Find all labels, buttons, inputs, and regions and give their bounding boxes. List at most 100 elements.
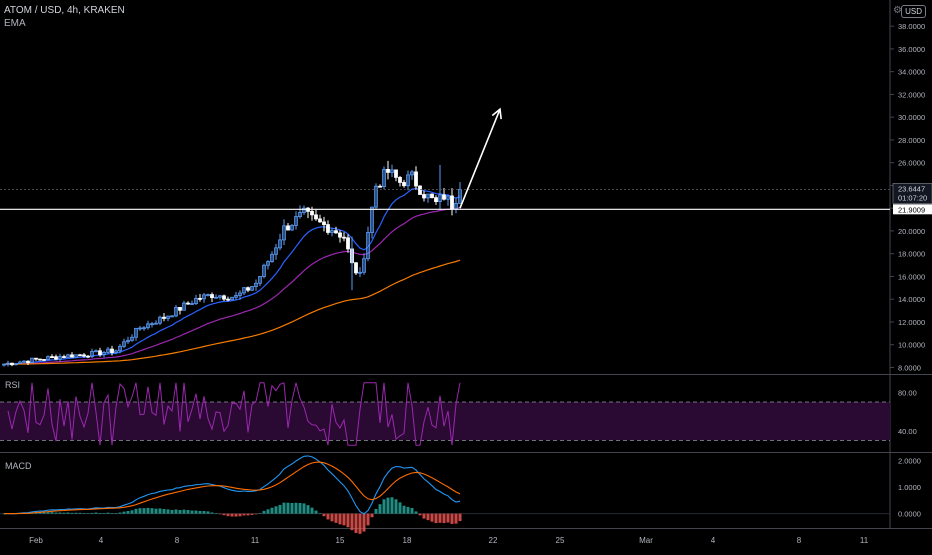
currency-badge[interactable]: USD xyxy=(901,5,926,18)
candle-body xyxy=(246,287,250,291)
macd-histogram-bar xyxy=(70,512,74,514)
rsi-tick-label: 80.00 xyxy=(898,388,917,397)
macd-tick-label: 2.0000 xyxy=(898,456,921,465)
macd-histogram-bar xyxy=(106,512,110,514)
macd-histogram-bar xyxy=(310,507,314,514)
time-tick-label: 25 xyxy=(556,536,565,545)
time-tick-label: 8 xyxy=(175,536,180,545)
macd-histogram-bar xyxy=(258,513,262,514)
macd-histogram-bar xyxy=(142,508,146,514)
macd-histogram-bar xyxy=(446,513,450,523)
macd-histogram-bar xyxy=(302,503,306,514)
macd-histogram-bar xyxy=(74,512,78,514)
macd-histogram-bar xyxy=(46,512,50,514)
macd-histogram-bar xyxy=(110,513,114,514)
candle-body xyxy=(334,230,338,234)
ema-legend[interactable]: EMA xyxy=(4,18,26,29)
candle-body xyxy=(298,212,302,218)
macd-histogram-bar xyxy=(98,513,102,514)
candle-body xyxy=(130,336,134,341)
macd-histogram-bar xyxy=(450,513,454,524)
macd-histogram-bar xyxy=(330,513,334,522)
countdown-label: 01:07:20 xyxy=(898,193,927,202)
candle-body xyxy=(106,348,110,353)
candle-body xyxy=(14,363,18,366)
candle-body xyxy=(114,350,118,354)
macd-histogram-bar xyxy=(386,497,390,514)
time-tick-label: 22 xyxy=(489,536,498,545)
candle-body xyxy=(354,262,358,274)
macd-histogram-bar xyxy=(86,513,90,515)
macd-histogram-bar xyxy=(442,513,446,524)
candle-body xyxy=(94,350,98,353)
ema-mid-line xyxy=(3,207,461,365)
time-tick-label: 11 xyxy=(860,536,869,545)
price-tick-label: 10.0000 xyxy=(898,341,925,350)
macd-histogram-bar xyxy=(434,513,438,524)
macd-histogram-bar xyxy=(342,513,346,526)
macd-histogram-bar xyxy=(430,513,434,522)
macd-histogram-bar xyxy=(38,512,42,514)
macd-histogram-bar xyxy=(254,513,258,515)
candle-body xyxy=(226,298,230,301)
candle-body xyxy=(126,339,130,343)
candle-body xyxy=(286,225,290,231)
candle-body xyxy=(194,297,198,304)
macd-histogram-bar xyxy=(370,513,374,518)
candle-body xyxy=(346,237,350,250)
macd-histogram-bar xyxy=(378,504,382,514)
candle-body xyxy=(406,174,410,187)
macd-histogram-bar xyxy=(118,512,122,514)
candle-body xyxy=(234,295,238,298)
candle-body xyxy=(222,295,226,300)
candle-body xyxy=(254,282,258,287)
macd-histogram-bar xyxy=(286,502,290,514)
macd-histogram-bar xyxy=(150,508,154,514)
macd-histogram-bar xyxy=(202,511,206,514)
candle-body xyxy=(190,303,194,305)
trend-arrow-shaft xyxy=(459,108,501,209)
time-tick-label: Mar xyxy=(639,536,653,545)
candle-body xyxy=(38,358,42,361)
candle-body xyxy=(74,354,78,358)
candle-body xyxy=(82,354,86,357)
price-tick-label: 8.0000 xyxy=(898,363,921,372)
price-tick-label: 34.0000 xyxy=(898,68,925,77)
candle-body xyxy=(366,232,370,260)
candle-body xyxy=(42,359,46,361)
candle-body xyxy=(34,357,38,360)
price-tick-label: 30.0000 xyxy=(898,113,925,122)
macd-histogram-bar xyxy=(66,512,70,514)
time-tick-label: Feb xyxy=(29,536,43,545)
rsi-pane-title[interactable]: RSI xyxy=(5,380,21,390)
candle-body xyxy=(402,182,406,187)
candle-body xyxy=(58,356,62,360)
macd-histogram-bar xyxy=(402,505,406,514)
symbol-legend[interactable]: ATOM / USD, 4h, KRAKEN xyxy=(4,5,125,16)
macd-histogram-bar xyxy=(170,510,174,514)
candle-body xyxy=(314,214,318,220)
candle-body xyxy=(66,354,70,358)
macd-histogram-bar xyxy=(266,509,270,514)
candle-body xyxy=(362,258,366,273)
candle-body xyxy=(206,294,210,296)
gear-icon[interactable]: ⚙ xyxy=(893,5,902,16)
macd-histogram-bar xyxy=(366,513,370,526)
macd-histogram-bar xyxy=(166,509,170,514)
macd-histogram-bar xyxy=(94,512,98,514)
candle-body xyxy=(398,176,402,183)
candle-body xyxy=(322,221,326,226)
candle-body xyxy=(266,261,270,266)
macd-histogram-bar xyxy=(114,513,118,514)
candle-body xyxy=(418,185,422,195)
macd-histogram-bar xyxy=(458,513,462,522)
candle-body xyxy=(262,264,266,277)
candle-body xyxy=(2,363,6,366)
candle-body xyxy=(54,356,58,360)
macd-pane-title[interactable]: MACD xyxy=(5,461,32,471)
macd-histogram-bar xyxy=(346,513,350,528)
macd-histogram-bar xyxy=(62,512,66,514)
